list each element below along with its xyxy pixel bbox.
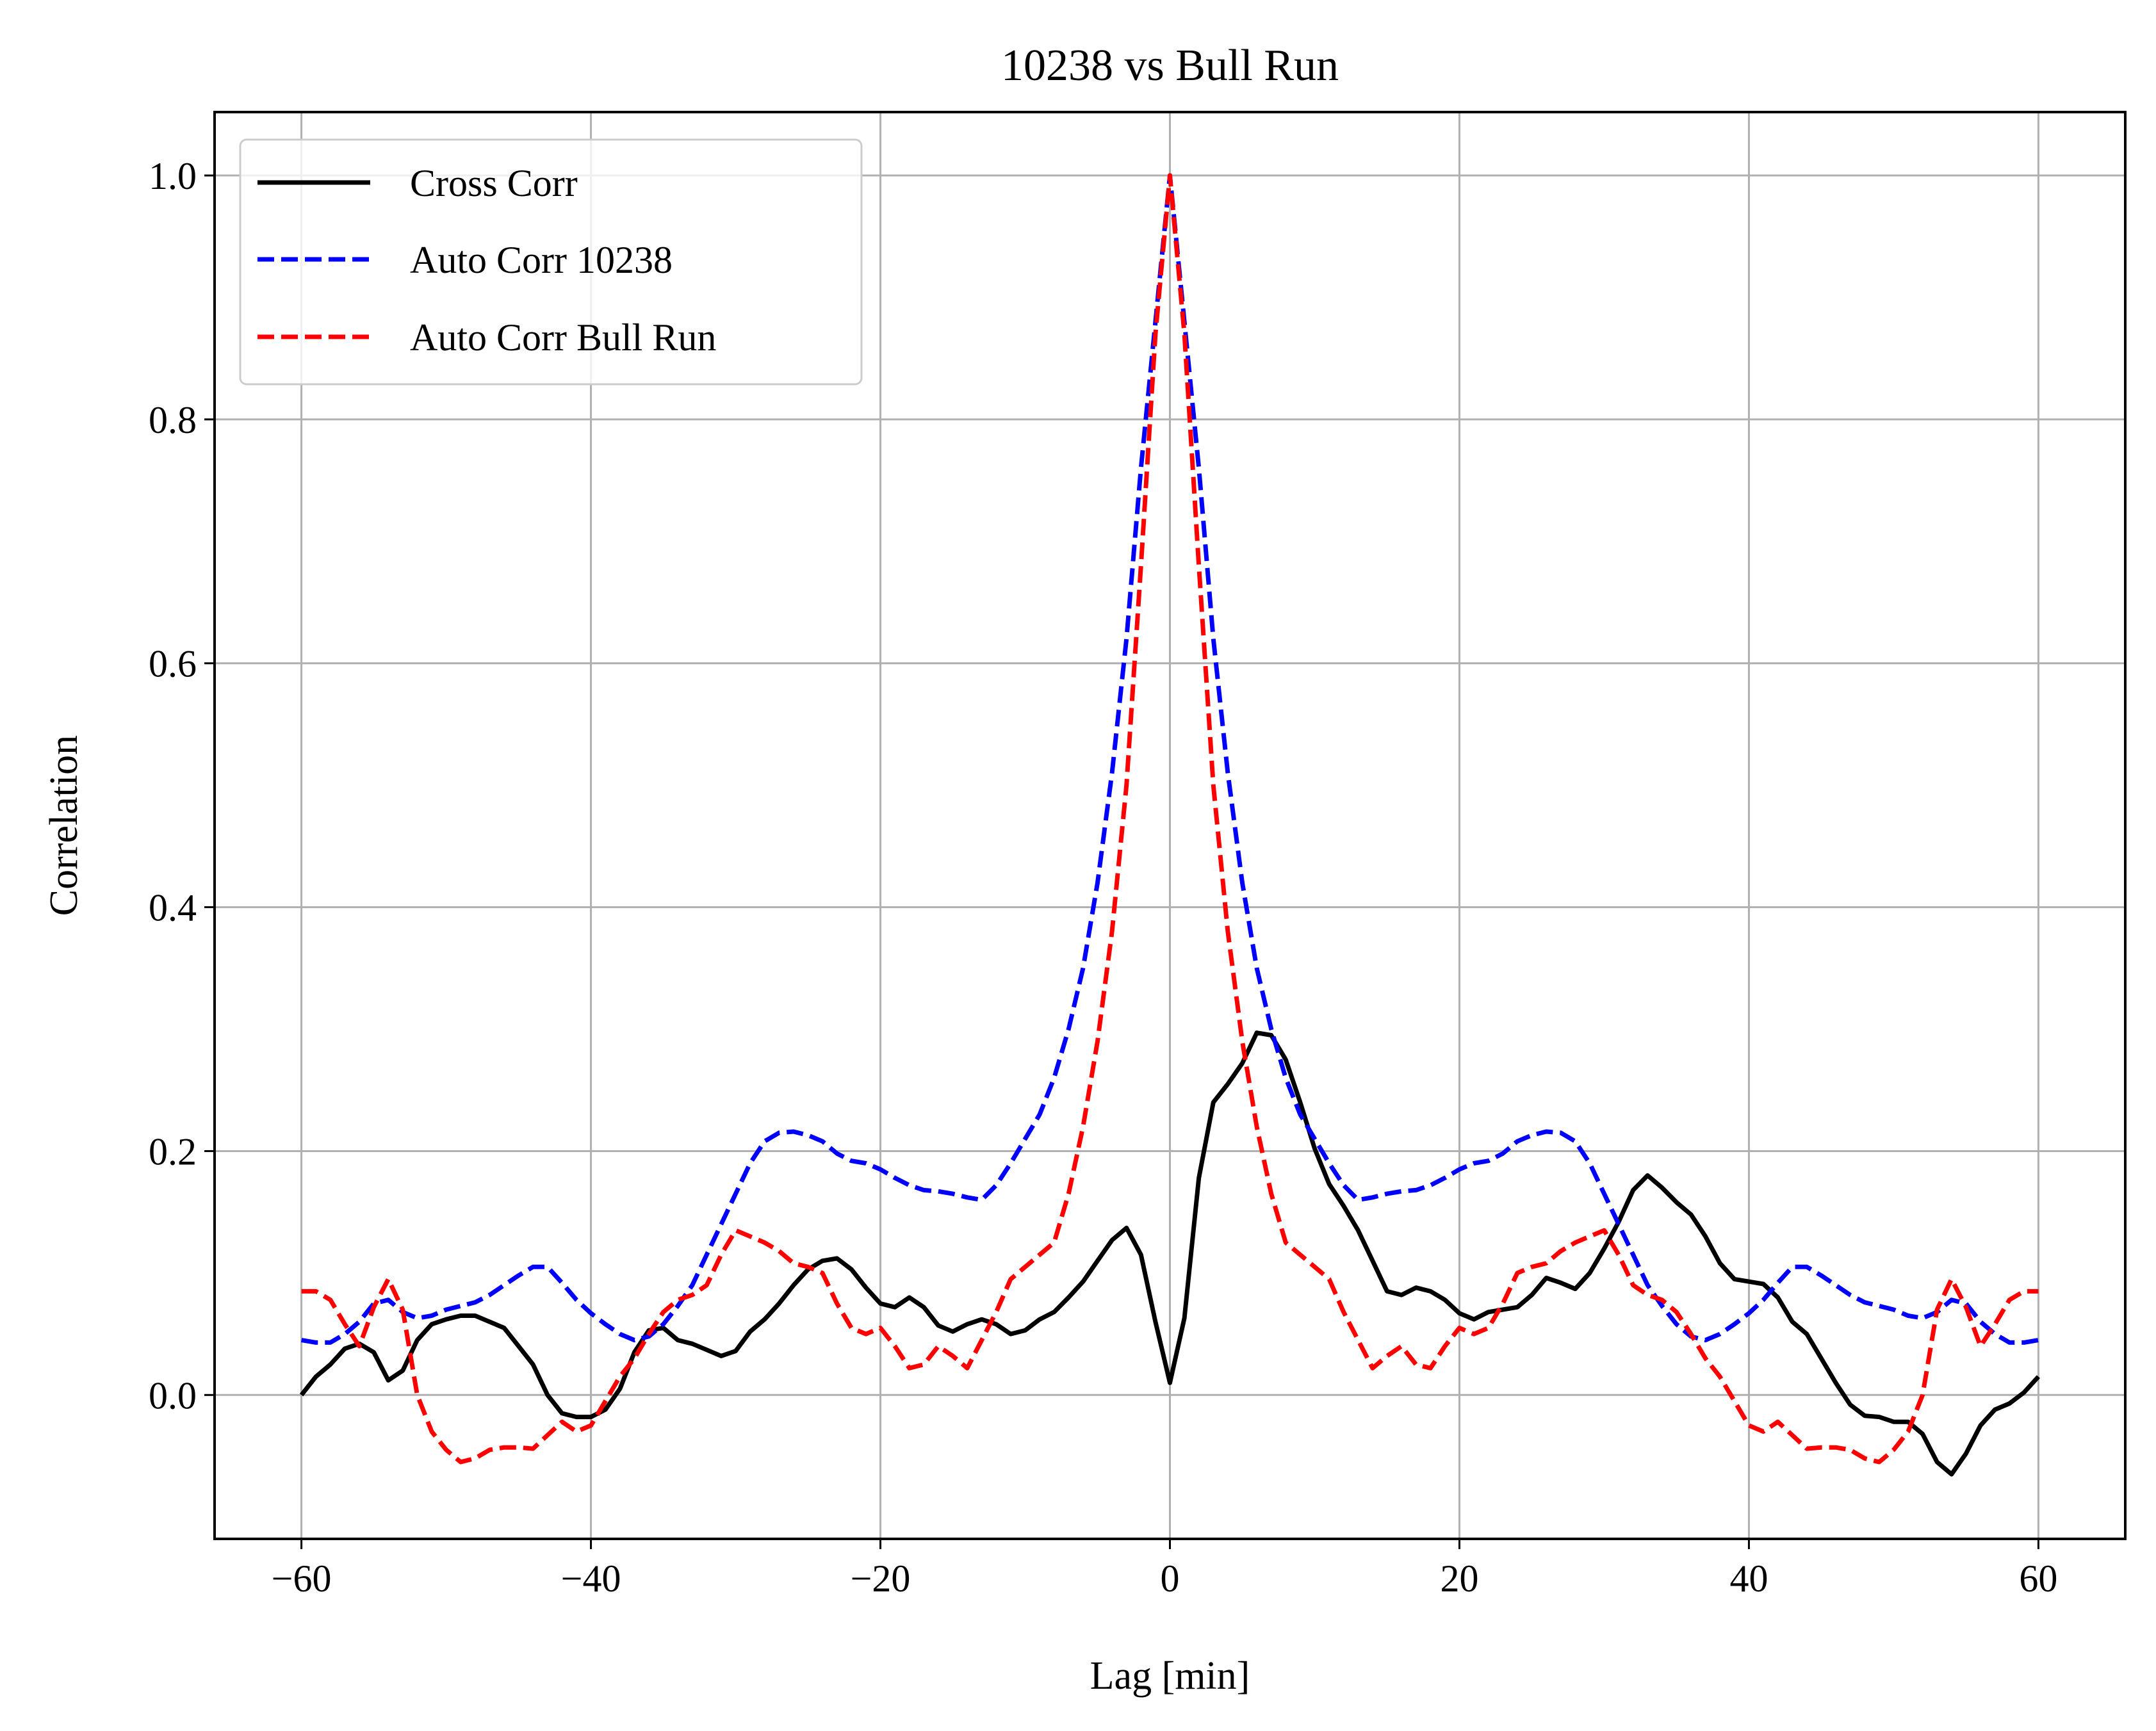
y-axis-ticks: 0.0 0.2 0.4 0.6 0.8 1.0 (149, 155, 215, 1417)
legend-entry-auto-corr-10238: Auto Corr 10238 (410, 239, 673, 281)
y-tick-label: 0.8 (149, 399, 197, 441)
x-axis-ticks: −60 −40 −20 0 20 40 60 (272, 1539, 2057, 1600)
y-tick-label: 0.2 (149, 1130, 197, 1173)
x-tick-label: 20 (1440, 1557, 1478, 1600)
legend-entry-auto-corr-bull-run: Auto Corr Bull Run (410, 316, 716, 359)
x-axis-label: Lag [min] (1090, 1654, 1250, 1698)
x-tick-label: −40 (561, 1557, 621, 1600)
legend-box (239, 138, 863, 386)
legend-entry-cross-corr: Cross Corr (410, 162, 578, 204)
y-tick-label: 0.6 (149, 643, 197, 685)
chart-title: 10238 vs Bull Run (1001, 41, 1339, 90)
y-tick-label: 1.0 (149, 155, 197, 197)
y-axis-label: Correlation (42, 735, 86, 916)
series-layer (299, 173, 2040, 1477)
series-line-auto-corr-bull-run (301, 173, 2039, 1465)
y-tick-label: 0.4 (149, 887, 197, 929)
series-line-cross-corr (299, 1030, 2040, 1477)
x-tick-label: 60 (2019, 1557, 2057, 1600)
x-tick-label: 40 (1729, 1557, 1768, 1600)
legend: Cross Corr Auto Corr 10238 Auto Corr Bul… (239, 138, 863, 386)
x-tick-label: −60 (272, 1557, 332, 1600)
grid-lines (215, 112, 2125, 1539)
y-tick-label: 0.0 (149, 1374, 197, 1417)
x-tick-label: −20 (851, 1557, 911, 1600)
x-tick-label: 0 (1161, 1557, 1180, 1600)
